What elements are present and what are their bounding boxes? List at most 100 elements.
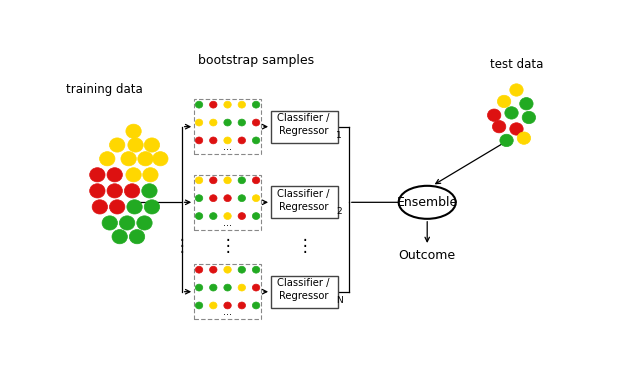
Circle shape bbox=[497, 95, 511, 108]
Circle shape bbox=[224, 212, 231, 219]
Circle shape bbox=[102, 216, 118, 230]
Circle shape bbox=[224, 284, 231, 291]
Ellipse shape bbox=[399, 186, 456, 219]
Circle shape bbox=[209, 119, 217, 126]
Circle shape bbox=[143, 168, 158, 182]
Circle shape bbox=[252, 284, 260, 291]
Circle shape bbox=[252, 137, 260, 144]
Circle shape bbox=[209, 302, 217, 309]
Circle shape bbox=[195, 177, 203, 184]
Text: ⋮: ⋮ bbox=[173, 237, 190, 255]
Circle shape bbox=[224, 119, 231, 126]
Text: 2: 2 bbox=[336, 207, 342, 216]
Circle shape bbox=[137, 216, 152, 230]
Circle shape bbox=[238, 177, 246, 184]
Circle shape bbox=[209, 284, 217, 291]
Circle shape bbox=[238, 137, 246, 144]
FancyBboxPatch shape bbox=[194, 99, 261, 154]
Circle shape bbox=[252, 302, 260, 309]
Circle shape bbox=[128, 138, 143, 152]
Circle shape bbox=[252, 119, 260, 126]
Text: Classifier /
Regressor: Classifier / Regressor bbox=[277, 278, 330, 301]
Circle shape bbox=[238, 119, 246, 126]
Circle shape bbox=[195, 302, 203, 309]
Circle shape bbox=[209, 212, 217, 219]
Circle shape bbox=[209, 266, 217, 273]
Circle shape bbox=[138, 152, 153, 166]
Circle shape bbox=[252, 177, 260, 184]
Circle shape bbox=[224, 195, 231, 202]
Circle shape bbox=[144, 200, 159, 214]
Circle shape bbox=[517, 132, 531, 144]
FancyBboxPatch shape bbox=[271, 276, 338, 308]
Circle shape bbox=[238, 195, 246, 202]
Text: N: N bbox=[336, 296, 342, 305]
Text: training data: training data bbox=[67, 84, 143, 96]
Text: test data: test data bbox=[490, 58, 543, 71]
Circle shape bbox=[209, 137, 217, 144]
Circle shape bbox=[224, 266, 231, 273]
Text: ···: ··· bbox=[223, 221, 232, 231]
Circle shape bbox=[238, 101, 246, 108]
FancyBboxPatch shape bbox=[194, 175, 261, 230]
Circle shape bbox=[195, 195, 203, 202]
Text: ···: ··· bbox=[223, 145, 232, 155]
Circle shape bbox=[252, 101, 260, 108]
Circle shape bbox=[520, 98, 533, 110]
Text: bootstrap samples: bootstrap samples bbox=[198, 54, 314, 67]
Circle shape bbox=[510, 123, 523, 135]
Circle shape bbox=[252, 195, 260, 202]
Circle shape bbox=[100, 152, 115, 166]
Circle shape bbox=[238, 266, 246, 273]
Circle shape bbox=[107, 168, 122, 182]
Circle shape bbox=[209, 177, 217, 184]
Circle shape bbox=[252, 212, 260, 219]
Circle shape bbox=[141, 184, 157, 198]
Circle shape bbox=[195, 266, 203, 273]
Circle shape bbox=[224, 137, 231, 144]
Circle shape bbox=[153, 152, 168, 166]
Circle shape bbox=[492, 120, 506, 133]
Circle shape bbox=[121, 152, 136, 166]
Circle shape bbox=[107, 184, 122, 198]
Circle shape bbox=[109, 138, 125, 152]
Circle shape bbox=[522, 111, 536, 124]
Text: Outcome: Outcome bbox=[399, 248, 456, 262]
Text: 1: 1 bbox=[336, 131, 342, 140]
Circle shape bbox=[500, 134, 513, 147]
Circle shape bbox=[195, 212, 203, 219]
Circle shape bbox=[238, 284, 246, 291]
Circle shape bbox=[112, 229, 127, 244]
FancyBboxPatch shape bbox=[194, 264, 261, 319]
Circle shape bbox=[129, 229, 145, 244]
FancyBboxPatch shape bbox=[271, 111, 338, 143]
Circle shape bbox=[195, 137, 203, 144]
FancyBboxPatch shape bbox=[271, 186, 338, 218]
Circle shape bbox=[224, 177, 231, 184]
Circle shape bbox=[124, 184, 140, 198]
Circle shape bbox=[510, 84, 523, 96]
Circle shape bbox=[109, 200, 125, 214]
Circle shape bbox=[144, 138, 159, 152]
Circle shape bbox=[252, 266, 260, 273]
Circle shape bbox=[126, 168, 141, 182]
Circle shape bbox=[224, 101, 231, 108]
Text: Ensemble: Ensemble bbox=[397, 196, 458, 209]
Circle shape bbox=[90, 184, 105, 198]
Circle shape bbox=[120, 216, 135, 230]
Circle shape bbox=[90, 168, 105, 182]
Circle shape bbox=[488, 109, 501, 122]
Text: ⋮: ⋮ bbox=[220, 237, 236, 255]
Text: ···: ··· bbox=[223, 310, 232, 320]
Text: Classifier /
Regressor: Classifier / Regressor bbox=[277, 113, 330, 137]
Circle shape bbox=[505, 107, 518, 119]
Circle shape bbox=[238, 302, 246, 309]
Circle shape bbox=[209, 101, 217, 108]
Circle shape bbox=[195, 101, 203, 108]
Circle shape bbox=[127, 200, 142, 214]
Circle shape bbox=[224, 302, 231, 309]
Circle shape bbox=[195, 284, 203, 291]
Circle shape bbox=[238, 212, 246, 219]
Circle shape bbox=[195, 119, 203, 126]
Text: ⋮: ⋮ bbox=[296, 237, 313, 255]
